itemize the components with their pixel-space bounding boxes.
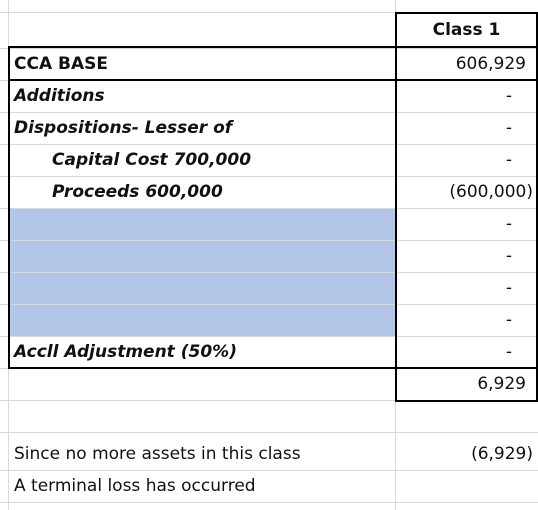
- row-value: (600,000): [449, 182, 533, 202]
- grid-line: [0, 502, 538, 503]
- grid-line: [0, 176, 538, 177]
- grid-line: [0, 112, 538, 113]
- note-value: (6,929): [471, 444, 533, 464]
- row-value: -: [505, 118, 512, 138]
- border: [395, 400, 538, 402]
- grid-line: [0, 48, 538, 49]
- grid-line: [0, 304, 538, 305]
- border: [8, 46, 538, 48]
- border: [536, 12, 538, 402]
- grid-line: [0, 12, 538, 13]
- row-value: -: [505, 246, 512, 266]
- border: [8, 79, 538, 81]
- row-label: CCA BASE: [14, 54, 108, 74]
- grid-line: [0, 400, 538, 401]
- grid-line: [0, 432, 538, 433]
- border: [8, 46, 10, 369]
- grid-line: [0, 470, 538, 471]
- note-line: A terminal loss has occurred: [14, 476, 256, 496]
- row-label: Proceeds 600,000: [52, 182, 223, 202]
- grid-line: [0, 272, 538, 273]
- note-line: Since no more assets in this class: [14, 444, 301, 464]
- row-label: Accll Adjustment (50%): [14, 342, 237, 362]
- row-value: 606,929: [455, 54, 526, 74]
- row-value: -: [505, 310, 512, 330]
- total-value: 6,929: [477, 374, 526, 394]
- border: [8, 367, 538, 369]
- row-label: Capital Cost 700,000: [52, 150, 252, 170]
- grid-line: [0, 144, 538, 145]
- grid-line: [0, 208, 538, 209]
- row-value: -: [505, 214, 512, 234]
- border: [395, 12, 538, 14]
- row-label: Dispositions- Lesser of: [14, 118, 233, 138]
- grid-line: [0, 240, 538, 241]
- row-label: Additions: [14, 86, 105, 106]
- border: [395, 12, 397, 402]
- row-value: -: [505, 278, 512, 298]
- grid-line: [0, 336, 538, 337]
- row-value: -: [505, 86, 512, 106]
- row-value: -: [505, 342, 512, 362]
- row-value: -: [505, 150, 512, 170]
- column-header: Class 1: [432, 20, 501, 40]
